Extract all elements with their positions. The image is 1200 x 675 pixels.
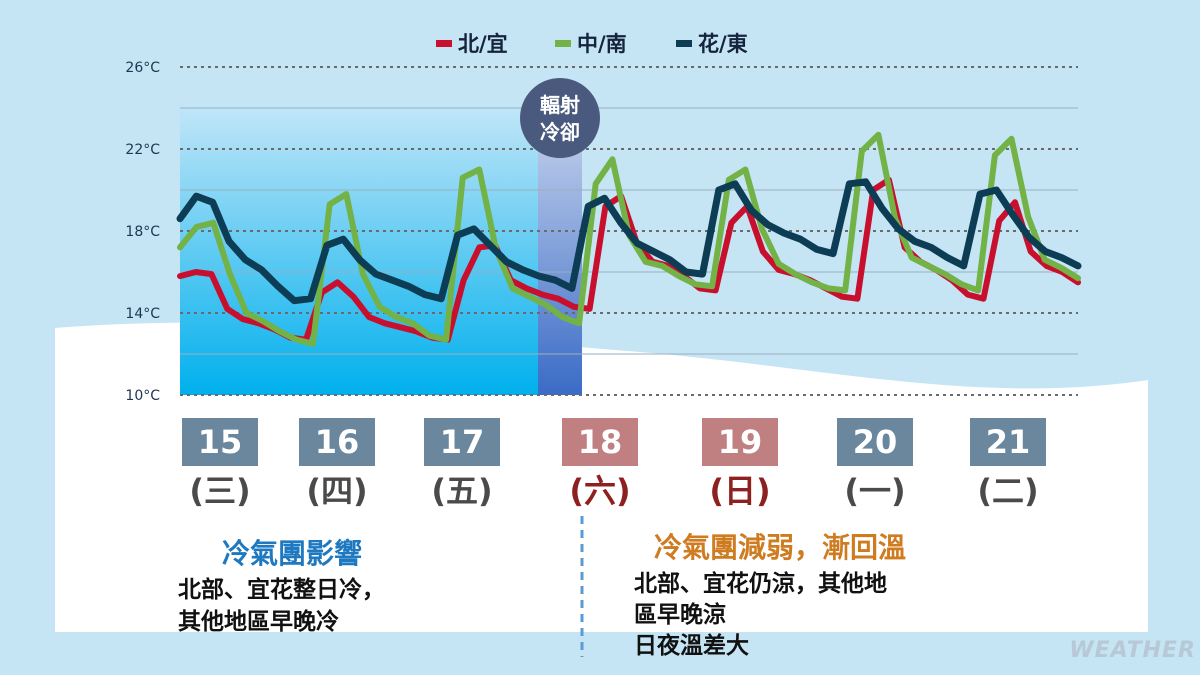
- white-wave-panel: [55, 322, 1148, 632]
- annotation-line-2: 冷卻: [540, 120, 580, 144]
- weather-watermark: WEATHER: [1069, 638, 1196, 663]
- left-panel-line: 北部、宜花整日冷，: [178, 577, 385, 603]
- day-weekday-label: (五): [431, 472, 493, 510]
- y-tick-labels: 26°C 22°C 18°C 14°C 10°C: [125, 60, 160, 404]
- right-panel-line: 區早晚涼: [634, 602, 726, 628]
- left-panel-line: 其他地區早晚冷: [178, 609, 339, 635]
- day-weekday-label: (一): [844, 472, 906, 510]
- right-panel-line: 日夜溫差大: [634, 633, 749, 659]
- day-weekday-label: (日): [709, 472, 771, 510]
- legend-label: 北/宜: [458, 32, 508, 56]
- right-panel-line: 北部、宜花仍涼，其他地: [634, 571, 887, 597]
- day-date-box: 20: [837, 418, 913, 466]
- y-tick-label: 14°C: [125, 306, 160, 322]
- day-date-box: 17: [424, 418, 500, 466]
- right-panel-title: 冷氣團減弱，漸回溫: [654, 531, 907, 564]
- y-tick-label: 10°C: [125, 388, 160, 404]
- legend-swatch: [676, 39, 692, 47]
- series-line-2: [176, 178, 1082, 305]
- legend-label: 花/東: [698, 32, 748, 56]
- y-tick-label: 18°C: [125, 224, 160, 240]
- day-date-box: 15: [182, 418, 258, 466]
- day-date-box: 19: [702, 418, 778, 466]
- day-date-box: 18: [562, 418, 638, 466]
- series-lines: [176, 131, 1082, 347]
- y-tick-label: 22°C: [125, 142, 160, 158]
- legend-item-north: 北/宜: [436, 28, 508, 58]
- day-weekday-label: (三): [189, 472, 251, 510]
- day-weekday-label: (六): [569, 472, 631, 510]
- legend-item-east: 花/東: [676, 28, 748, 58]
- radiative-cooling-badge: [520, 78, 600, 158]
- legend-item-central-south: 中/南: [555, 28, 627, 58]
- day-weekday-label: (二): [977, 472, 1039, 510]
- legend-swatch: [436, 39, 452, 47]
- legend-label: 中/南: [577, 32, 627, 56]
- day-weekday-label: (四): [306, 472, 368, 510]
- legend-swatch: [555, 39, 571, 47]
- annotation-line-1: 輻射: [540, 93, 580, 117]
- y-tick-label: 26°C: [125, 60, 160, 76]
- day-date-box: 16: [299, 418, 375, 466]
- left-panel-title: 冷氣團影響: [222, 537, 363, 570]
- day-date-box: 21: [970, 418, 1046, 466]
